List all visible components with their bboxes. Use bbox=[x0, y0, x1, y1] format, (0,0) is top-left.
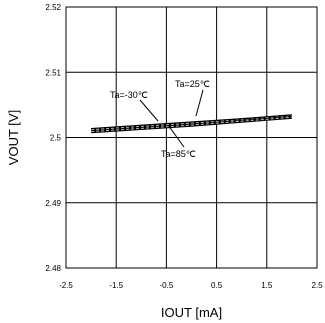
series-line-fill bbox=[91, 116, 292, 133]
x-tick-label: -1.5 bbox=[109, 281, 123, 290]
series-Ta=25℃ bbox=[90, 114, 293, 132]
y-axis-label: VOUT [V] bbox=[6, 110, 21, 165]
annotations: Ta=-30℃ Ta=25℃ Ta=85℃ bbox=[110, 79, 210, 159]
y-tick-label: 2.51 bbox=[45, 68, 61, 77]
series-layer bbox=[90, 114, 293, 134]
y-tick-label: 2.52 bbox=[45, 3, 61, 12]
annotation-label: Ta=85℃ bbox=[161, 149, 196, 159]
annotation-leader bbox=[167, 124, 185, 148]
x-tick-label: -2.5 bbox=[59, 281, 73, 290]
x-tick-label: -0.5 bbox=[160, 281, 174, 290]
x-tick-label: 1.5 bbox=[261, 281, 273, 290]
series-line-fill bbox=[91, 115, 292, 131]
grid bbox=[66, 7, 317, 268]
ticks: -2.5 -1.5 -0.5 0.5 1.5 2.5 2.48 2.49 2.5 2.51 2.52 bbox=[45, 3, 323, 290]
plot-frame bbox=[65, 6, 318, 269]
y-tick-label: 2.49 bbox=[45, 199, 61, 208]
annotation-leader bbox=[195, 89, 204, 117]
x-tick-label: 0.5 bbox=[211, 281, 223, 290]
x-axis-label: IOUT [mA] bbox=[161, 305, 222, 320]
annotation-label: Ta=-30℃ bbox=[110, 90, 148, 100]
y-tick-label: 2.5 bbox=[50, 134, 62, 143]
x-tick-label: 2.5 bbox=[311, 281, 323, 290]
series-Ta=85℃ bbox=[91, 116, 292, 133]
y-tick-label: 2.48 bbox=[45, 264, 61, 273]
annotation-leader bbox=[139, 99, 159, 122]
annotation-label: Ta=25℃ bbox=[175, 79, 210, 89]
